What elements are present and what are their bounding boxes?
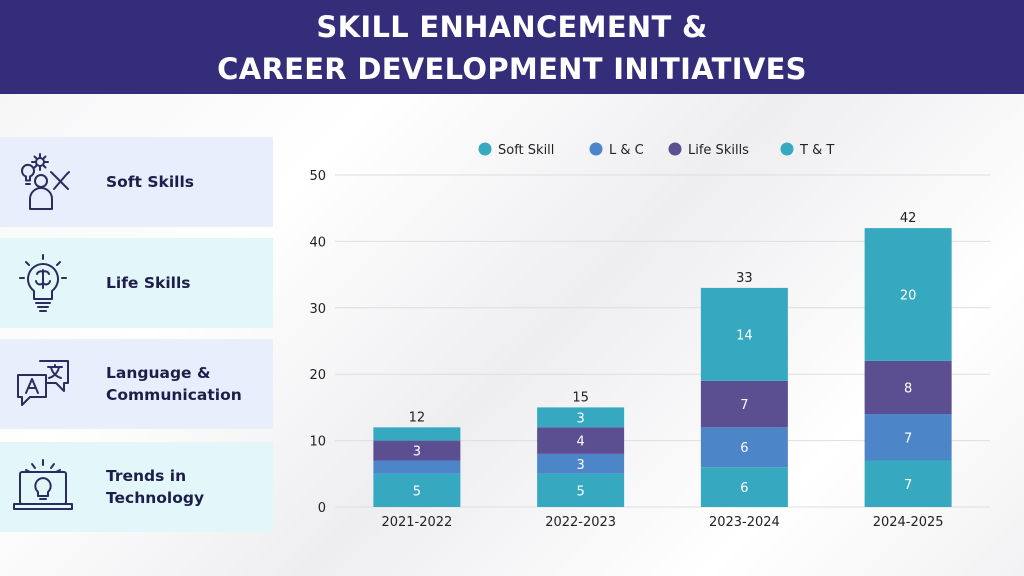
y-tick-label: 20 xyxy=(309,368,326,383)
y-tick-label: 0 xyxy=(318,501,326,516)
title-line-1: SKILL ENHANCEMENT & xyxy=(316,10,708,44)
segment-value-label: 20 xyxy=(900,289,917,304)
segment-value-label: 8 xyxy=(904,381,912,396)
y-tick-label: 40 xyxy=(309,235,326,250)
legend-label: Soft Skill xyxy=(498,143,554,158)
card-life-skills: Life Skills xyxy=(0,238,273,328)
bar-segment xyxy=(373,440,461,461)
bar-segment xyxy=(700,427,788,468)
card-label: Language & Communication xyxy=(106,364,242,404)
card-label: Life Skills xyxy=(106,274,191,292)
segment-value-label: 6 xyxy=(740,481,748,496)
segment-value-label: 7 xyxy=(904,478,912,493)
bar-segment xyxy=(537,427,625,454)
card-trends-technology: Trends in Technology xyxy=(0,442,273,532)
bar-segment xyxy=(537,453,625,474)
segment-value-label: 5 xyxy=(576,484,584,499)
segment-value-label: 7 xyxy=(740,398,748,413)
card-label: Soft Skills xyxy=(106,173,194,191)
bar-total-label: 33 xyxy=(736,271,753,286)
brain-lightbulb-icon xyxy=(0,238,86,328)
segment-value-label: 6 xyxy=(740,441,748,456)
x-tick-label: 2021-2022 xyxy=(381,515,452,530)
bar-total-label: 15 xyxy=(572,390,589,405)
legend-marker xyxy=(668,142,682,156)
x-tick-label: 2022-2023 xyxy=(545,515,616,530)
y-tick-label: 50 xyxy=(309,169,326,184)
bar-segment xyxy=(864,228,952,361)
card-language-communication: Language & Communication xyxy=(0,339,273,429)
segment-value-label: 3 xyxy=(413,445,421,460)
translation-speech-icon xyxy=(0,339,86,429)
bar-segment xyxy=(537,473,625,507)
bar-segment xyxy=(864,460,952,507)
bar-segment xyxy=(700,380,788,428)
bar-segment xyxy=(373,460,461,474)
segment-value-label: 3 xyxy=(576,458,584,473)
card-soft-skills: Soft Skills xyxy=(0,137,273,227)
title-banner: SKILL ENHANCEMENT & CAREER DEVELOPMENT I… xyxy=(0,0,1024,94)
legend-label: Life Skills xyxy=(688,143,749,158)
bar-segment xyxy=(537,407,625,428)
y-tick-label: 30 xyxy=(309,302,326,317)
x-tick-label: 2024-2025 xyxy=(873,515,944,530)
soft-skills-icon xyxy=(0,137,86,227)
legend-marker xyxy=(478,142,492,156)
card-label: Trends in Technology xyxy=(106,467,205,507)
segment-value-label: 7 xyxy=(904,431,912,446)
stacked-bar-chart: 0 10 20 30 40 50 5 3 12 2021-2022 5 3 4 3 15 2022-2023 6… xyxy=(309,142,990,530)
segment-value-label: 4 xyxy=(576,435,584,450)
bar-segment xyxy=(373,427,461,441)
bar-segment xyxy=(864,360,952,415)
segment-value-label: 14 xyxy=(736,328,753,343)
bar-segment xyxy=(864,414,952,461)
segment-value-label: 5 xyxy=(413,484,421,499)
y-tick-label: 10 xyxy=(309,435,326,450)
bar-segment xyxy=(700,287,788,381)
bar-total-label: 12 xyxy=(409,410,426,425)
segment-value-label: 3 xyxy=(576,411,584,426)
legend-label: L & C xyxy=(609,143,644,158)
legend-marker xyxy=(589,142,603,156)
legend-marker xyxy=(780,142,794,156)
legend-label: T & T xyxy=(799,143,834,158)
title-line-2: CAREER DEVELOPMENT INITIATIVES xyxy=(217,52,807,86)
bar-segment xyxy=(700,467,788,507)
bar-total-label: 42 xyxy=(900,211,917,226)
x-tick-label: 2023-2024 xyxy=(709,515,780,530)
laptop-lightbulb-icon xyxy=(0,442,86,532)
bar-segment xyxy=(373,473,461,507)
